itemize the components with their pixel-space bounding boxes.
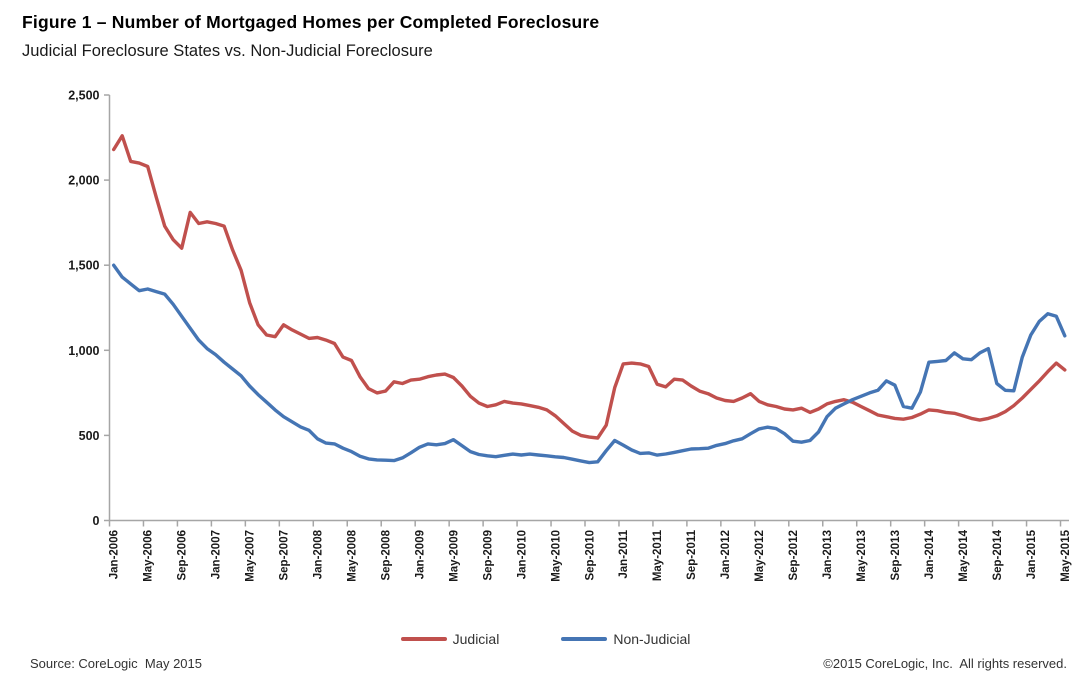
x-tick-label: Jan-2013	[822, 530, 834, 579]
y-tick-label: 500	[79, 429, 100, 443]
x-tick-label: Sep-2008	[380, 529, 392, 580]
non-judicial-line-swatch	[561, 637, 608, 641]
legend-item-judicial: Judicial	[400, 631, 500, 647]
chart-title: Figure 1 – Number of Mortgaged Homes per…	[22, 12, 600, 32]
x-tick-label: May-2015	[1060, 529, 1072, 581]
x-tick-label: Jan-2009	[414, 530, 426, 579]
legend-label-non-judicial: Non-Judicial	[613, 631, 691, 647]
x-tick-label: Jan-2006	[109, 530, 121, 579]
x-tick-label: May-2007	[245, 530, 257, 582]
y-tick-label: 2,000	[68, 174, 99, 188]
chart-subtitle: Judicial Foreclosure States vs. Non-Judi…	[22, 42, 433, 60]
x-tick-label: Sep-2011	[686, 529, 698, 579]
x-tick-label: Sep-2007	[279, 530, 291, 581]
x-tick-label: Jan-2014	[924, 529, 936, 579]
judicial-line-swatch	[400, 637, 447, 641]
x-tick-label: Sep-2006	[177, 530, 189, 581]
source-note: Source: CoreLogic May 2015	[30, 656, 202, 671]
y-tick-label: 2,500	[68, 89, 99, 103]
judicial-line	[111, 134, 1067, 440]
x-tick-label: Jan-2012	[720, 530, 732, 579]
x-tick-label: May-2013	[856, 530, 868, 582]
x-tick-label: May-2014	[958, 529, 970, 581]
x-tick-label: May-2009	[448, 530, 460, 582]
x-tick-label: Sep-2009	[482, 530, 494, 581]
non-judicial-line	[111, 263, 1067, 465]
x-tick-label: Sep-2012	[788, 530, 800, 581]
x-tick-label: Sep-2013	[890, 530, 902, 581]
copyright-note: ©2015 CoreLogic, Inc. All rights reserve…	[823, 656, 1067, 671]
x-tick-label: May-2010	[550, 530, 562, 582]
x-tick-label: Jan-2015	[1026, 529, 1038, 579]
y-tick-label: 1,000	[68, 344, 99, 358]
x-tick-label: Sep-2014	[992, 529, 1004, 580]
x-tick-label: May-2006	[143, 530, 155, 582]
y-tick-label: 1,500	[68, 259, 99, 273]
legend: Judicial Non-Judicial	[0, 631, 1091, 647]
x-tick-label: May-2008	[346, 529, 358, 581]
x-tick-label: May-2011	[652, 529, 664, 581]
x-tick-label: Sep-2010	[584, 530, 596, 581]
x-tick-label: Jan-2010	[516, 530, 528, 579]
legend-label-judicial: Judicial	[452, 631, 500, 647]
legend-item-non-judicial: Non-Judicial	[561, 631, 690, 647]
x-tick-label: May-2012	[754, 530, 766, 582]
x-tick-label: Jan-2007	[211, 530, 223, 579]
x-tick-label: Jan-2008	[313, 529, 325, 579]
x-tick-label: Jan-2011	[618, 529, 630, 578]
y-tick-label: 0	[93, 514, 100, 528]
